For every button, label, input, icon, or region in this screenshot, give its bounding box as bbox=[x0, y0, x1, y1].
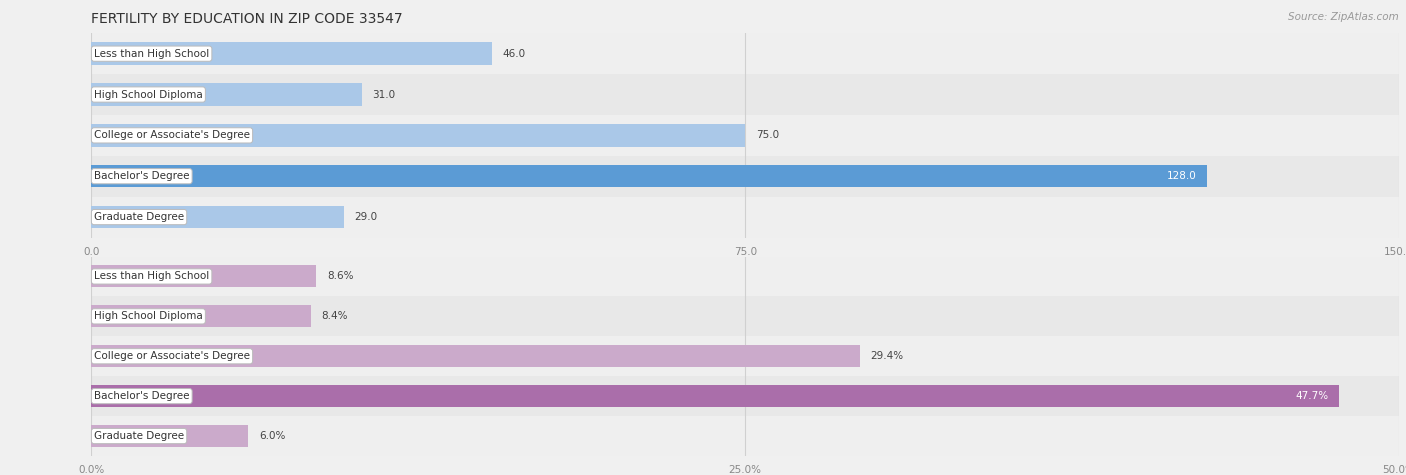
Bar bbox=[91, 33, 1399, 74]
Text: High School Diploma: High School Diploma bbox=[94, 89, 202, 100]
Bar bbox=[91, 296, 1399, 336]
Bar bbox=[91, 416, 1399, 456]
Bar bbox=[91, 345, 860, 367]
Text: 31.0: 31.0 bbox=[373, 89, 395, 100]
Text: Less than High School: Less than High School bbox=[94, 271, 209, 282]
Bar bbox=[91, 156, 1399, 197]
Text: 46.0: 46.0 bbox=[503, 48, 526, 59]
Text: Less than High School: Less than High School bbox=[94, 48, 209, 59]
Text: Bachelor's Degree: Bachelor's Degree bbox=[94, 391, 190, 401]
Text: 8.6%: 8.6% bbox=[326, 271, 353, 282]
Text: 128.0: 128.0 bbox=[1167, 171, 1197, 181]
Bar bbox=[91, 42, 492, 65]
Bar bbox=[91, 376, 1399, 416]
Text: College or Associate's Degree: College or Associate's Degree bbox=[94, 351, 250, 361]
Bar bbox=[91, 165, 1208, 188]
Text: 47.7%: 47.7% bbox=[1295, 391, 1329, 401]
Bar bbox=[91, 305, 311, 327]
Text: College or Associate's Degree: College or Associate's Degree bbox=[94, 130, 250, 141]
Bar bbox=[91, 74, 1399, 115]
Bar bbox=[91, 206, 344, 228]
Bar bbox=[91, 197, 1399, 238]
Text: 6.0%: 6.0% bbox=[259, 431, 285, 441]
Bar bbox=[91, 266, 316, 287]
Text: Source: ZipAtlas.com: Source: ZipAtlas.com bbox=[1288, 12, 1399, 22]
Text: FERTILITY BY EDUCATION IN ZIP CODE 33547: FERTILITY BY EDUCATION IN ZIP CODE 33547 bbox=[91, 12, 404, 26]
Bar bbox=[91, 115, 1399, 156]
Bar bbox=[91, 336, 1399, 376]
Text: Bachelor's Degree: Bachelor's Degree bbox=[94, 171, 190, 181]
Bar bbox=[91, 83, 361, 106]
Text: 29.4%: 29.4% bbox=[870, 351, 904, 361]
Bar bbox=[91, 425, 249, 447]
Text: Graduate Degree: Graduate Degree bbox=[94, 431, 184, 441]
Bar bbox=[91, 124, 745, 147]
Text: Graduate Degree: Graduate Degree bbox=[94, 212, 184, 222]
Text: 75.0: 75.0 bbox=[755, 130, 779, 141]
Bar bbox=[91, 385, 1339, 407]
Bar bbox=[91, 256, 1399, 296]
Text: 29.0: 29.0 bbox=[354, 212, 378, 222]
Text: High School Diploma: High School Diploma bbox=[94, 311, 202, 322]
Text: 8.4%: 8.4% bbox=[322, 311, 349, 322]
